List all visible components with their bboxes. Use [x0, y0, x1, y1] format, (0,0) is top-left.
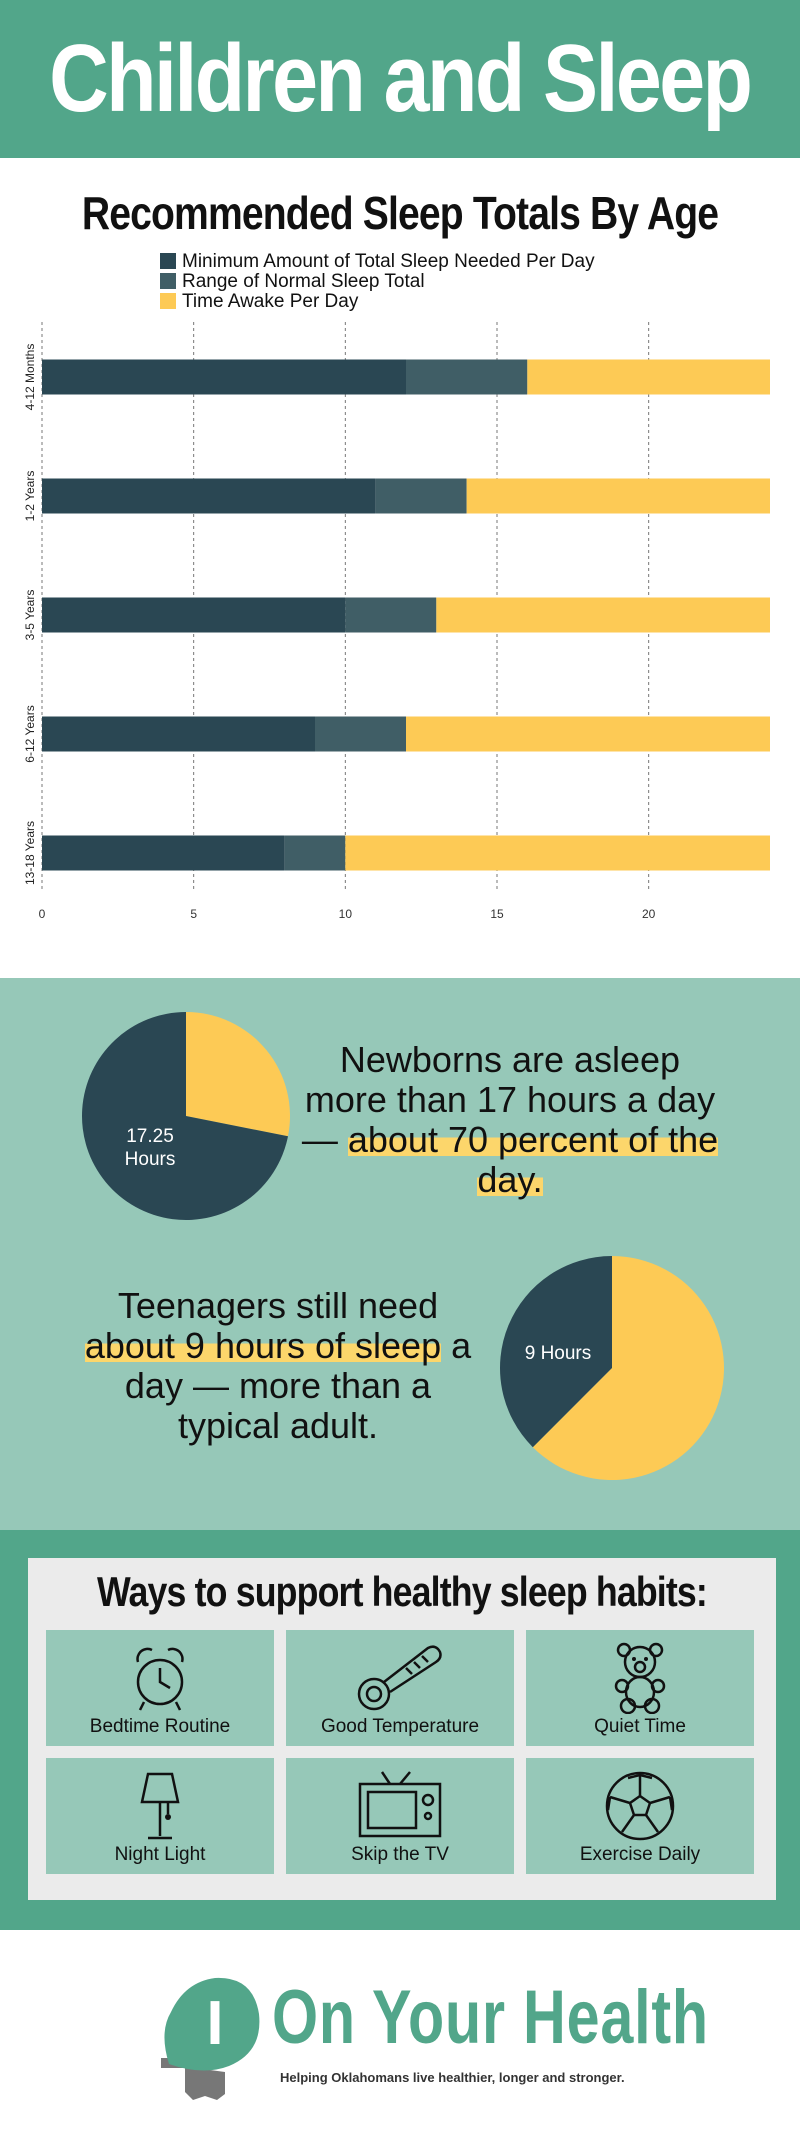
oklahoma-logo-icon: I: [127, 1977, 260, 2100]
x-tick-label: 5: [190, 907, 197, 921]
tip-label: Good Temperature: [320, 1716, 480, 1737]
tip-label: Skip the TV: [351, 1844, 449, 1865]
footer: I On Your Health Helping Oklahomans live…: [0, 1930, 800, 2142]
legend-swatch: [160, 273, 176, 289]
bar-segment: [42, 835, 285, 871]
x-tick-label: 0: [39, 907, 46, 921]
brand-name: On Your Health: [272, 1975, 709, 2060]
legend-label: Range of Normal Sleep Total: [182, 271, 425, 292]
logo-mark: I: [206, 1989, 223, 2058]
bar-segment: [466, 478, 770, 514]
alarm-clock-icon: [136, 1647, 184, 1711]
teen-stat-tail: a day — more than a typical adult.: [124, 1325, 472, 1446]
page-title: Children and Sleep: [49, 25, 753, 132]
newborn-pie-label-unit: Hours: [125, 1149, 176, 1170]
newborn-pie-chart: [82, 1012, 290, 1220]
tip-label: Quiet Time: [594, 1716, 686, 1737]
tip-skip-the-tv: Skip the TV: [286, 1758, 514, 1874]
chart-title: Recommended Sleep Totals By Age: [81, 187, 719, 239]
bar-segment: [42, 597, 346, 633]
teen-stat-text: Teenagers still need about 9 hours of sl…: [78, 1286, 478, 1446]
y-category-label: 3-5 Years: [23, 590, 37, 641]
newborn-asleep-slice: [82, 1012, 289, 1220]
teen-pie-label: 9 Hours: [525, 1343, 592, 1364]
y-category-label: 4-12 Months: [23, 344, 37, 411]
tagline: Helping Oklahomans live healthier, longe…: [280, 2070, 625, 2085]
bar-segment: [42, 716, 315, 752]
tip-good-temperature: Good Temperature: [286, 1630, 514, 1746]
lamp-icon: [140, 1772, 180, 1840]
bar-segment: [345, 835, 770, 871]
tips-section: Ways to support healthy sleep habits: Be…: [0, 1530, 800, 1930]
y-category-label: 6-12 Years: [23, 705, 37, 762]
newborn-pie-label-value: 17.25: [126, 1126, 174, 1147]
bar-segment: [375, 478, 467, 514]
bar-segment: [527, 359, 770, 395]
teen-stat-highlight: about 9 hours of sleep: [84, 1325, 442, 1366]
legend-swatch: [160, 253, 176, 269]
bar-segment: [315, 716, 406, 752]
tips-card: Ways to support healthy sleep habits: Be…: [28, 1558, 776, 1900]
x-tick-label: 10: [339, 907, 353, 921]
tip-label: Bedtime Routine: [89, 1716, 231, 1737]
stats-section: 17.25 Hours 9 Hours Newborns are asleep …: [0, 978, 800, 1530]
y-category-label: 13-18 Years: [23, 821, 37, 885]
thermometer-icon: [357, 1645, 442, 1711]
legend-label: Time Awake Per Day: [182, 291, 359, 312]
newborn-stat-highlight: about 70 percent of the day.: [347, 1119, 719, 1200]
teen-pie-chart: [499, 1256, 724, 1480]
bar-segment: [406, 716, 770, 752]
tip-exercise-daily: Exercise Daily: [526, 1758, 754, 1874]
y-category-label: 1-2 Years: [23, 471, 37, 522]
chart-section: Recommended Sleep Totals By Age Minimum …: [0, 158, 800, 978]
tip-label: Night Light: [114, 1844, 206, 1865]
bar-segment: [345, 597, 437, 633]
bar-segment: [42, 359, 406, 395]
tip-label: Exercise Daily: [579, 1844, 701, 1865]
newborn-awake-slice: [186, 1012, 290, 1137]
tv-icon: [358, 1771, 442, 1838]
x-tick-label: 15: [490, 907, 504, 921]
newborn-stat-text: Newborns are asleep more than 17 hours a…: [300, 1040, 720, 1200]
newborn-stat-lead: Newborns are asleep more than 17 hours a…: [301, 1039, 716, 1160]
bar-segment: [284, 835, 346, 871]
sleep-totals-chart: Minimum Amount of Total Sleep Needed Per…: [23, 251, 770, 921]
teen-stat-lead: Teenagers still need: [117, 1285, 439, 1326]
bar-segment: [42, 478, 376, 514]
bar-segment: [406, 359, 528, 395]
bar-segment: [436, 597, 770, 633]
legend-swatch: [160, 293, 176, 309]
stats-pies: 17.25 Hours 9 Hours: [82, 1012, 724, 1480]
teen-awake-slice: [532, 1256, 724, 1480]
header-banner: Children and Sleep: [0, 0, 800, 158]
teddy-bear-icon: [614, 1642, 666, 1714]
tip-quiet-time: Quiet Time: [526, 1630, 754, 1746]
tip-bedtime-routine: Bedtime Routine: [46, 1630, 274, 1746]
tips-title: Ways to support healthy sleep habits:: [97, 1568, 708, 1615]
x-tick-label: 20: [642, 907, 656, 921]
legend-label: Minimum Amount of Total Sleep Needed Per…: [182, 251, 595, 272]
soccer-ball-icon: [605, 1771, 675, 1841]
teen-asleep-slice: [499, 1256, 612, 1448]
tip-night-light: Night Light: [46, 1758, 274, 1874]
